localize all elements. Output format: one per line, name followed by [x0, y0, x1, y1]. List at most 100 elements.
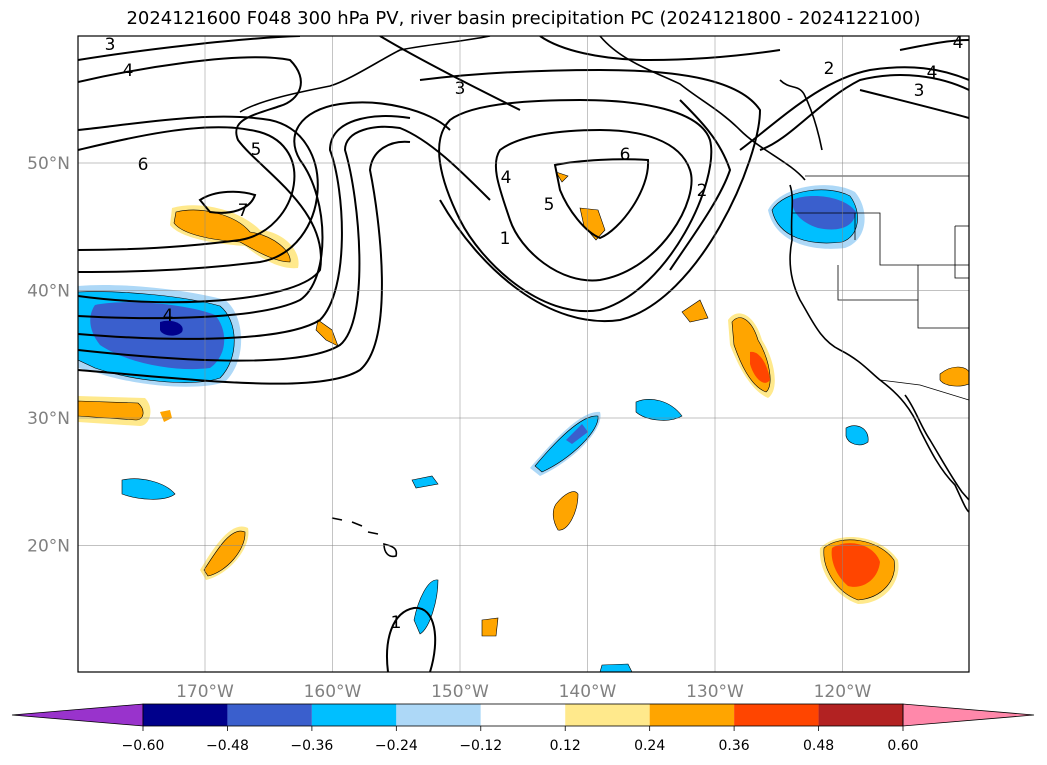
contour-label: 4 — [501, 168, 512, 188]
colorbar-segment — [734, 704, 819, 726]
alaska-coastline — [239, 36, 806, 181]
pv-contour — [78, 56, 322, 304]
colorbar-segment — [480, 704, 566, 726]
pv-contour — [759, 74, 969, 151]
latitude-label: 20°N — [27, 537, 70, 557]
pv-contour — [78, 115, 319, 273]
negative-anomaly-region — [411, 475, 439, 489]
colorbar-segment — [227, 704, 312, 726]
pv-contour — [386, 606, 437, 672]
pv-contour — [78, 125, 491, 362]
latitude-label: 40°N — [27, 282, 70, 302]
negative-anomaly-region — [845, 425, 869, 446]
contour-label: 4 — [953, 33, 964, 53]
colorbar-segment — [649, 704, 735, 726]
contour-label: 2 — [824, 59, 835, 79]
contour-label: 2 — [697, 181, 708, 201]
colorbar-tick-label: 0.60 — [887, 738, 918, 754]
pv-contour — [494, 128, 693, 282]
baja-coastline — [904, 394, 969, 501]
latitude-labels: 50°N 40°N 30°N 20°N — [27, 154, 70, 557]
colorbar-frame — [142, 703, 904, 727]
colorbar-segment — [818, 704, 903, 726]
positive-anomaly-region — [681, 299, 709, 323]
negative-anomaly-region — [599, 663, 633, 672]
canada-coastline — [779, 79, 823, 151]
pv-contour — [78, 101, 451, 320]
contour-label: 4 — [123, 61, 134, 81]
pv-contour — [78, 140, 411, 385]
pv-contour — [78, 115, 411, 340]
longitude-label: 140°W — [559, 682, 617, 702]
pv-contours — [78, 36, 969, 672]
hawaii-islands — [331, 517, 398, 558]
pv-contour — [899, 39, 969, 51]
coastlines — [239, 36, 969, 558]
positive-anomaly-region — [552, 491, 579, 531]
positive-anomaly-region — [579, 207, 606, 241]
positive-anomaly-region — [481, 617, 499, 637]
plot-area: 3 4 6 5 7 4 3 6 4 5 1 2 2 4 3 4 1 — [77, 33, 970, 673]
precip-anomaly-shading — [78, 171, 969, 672]
negative-anomaly-region — [413, 579, 439, 635]
negative-anomaly-region — [160, 320, 183, 336]
positive-anomaly-region — [160, 410, 172, 422]
longitude-label: 150°W — [431, 682, 489, 702]
positive-anomaly-region — [939, 366, 969, 387]
contour-label: 4 — [163, 306, 174, 326]
plot-frame — [77, 35, 970, 673]
colorbar-tick-label: −0.24 — [375, 738, 418, 754]
colorbar-tick-label: −0.60 — [122, 738, 165, 754]
colorbar-tick-label: −0.36 — [290, 738, 333, 754]
negative-anomaly-region — [121, 478, 176, 500]
positive-anomaly-region — [831, 543, 880, 587]
colorbar-extend-high — [902, 703, 1035, 727]
gridlines — [78, 36, 969, 672]
colorbar-segment — [143, 704, 228, 726]
negative-anomaly-region — [635, 399, 683, 421]
longitude-label: 130°W — [686, 682, 744, 702]
pv-contour — [198, 190, 257, 214]
positive-anomaly-region — [555, 171, 569, 183]
contour-label: 6 — [620, 145, 631, 165]
latitude-label: 30°N — [27, 409, 70, 429]
colorbar-extend-low — [11, 703, 144, 727]
colorbar-tick-label: 0.24 — [634, 738, 665, 754]
negative-anomaly-region — [566, 424, 588, 444]
colorbar-segment — [311, 704, 397, 726]
positive-anomaly-region — [203, 530, 246, 577]
colorbar-tick-label: −0.12 — [459, 738, 502, 754]
latitude-label: 50°N — [27, 154, 70, 174]
contour-label: 3 — [105, 35, 116, 55]
colorbar-tick-label: 0.36 — [719, 738, 750, 754]
contour-label: 7 — [238, 201, 249, 221]
pv-contour — [669, 99, 732, 271]
colorbar-tick-label: 0.48 — [803, 738, 834, 754]
negative-anomaly-region — [90, 302, 225, 370]
colorbar: −0.60 −0.48 −0.36 −0.24 −0.12 0.12 0.24 0.36 0.4… — [11, 703, 1035, 754]
us-mexico-border — [879, 379, 969, 401]
positive-anomaly-region — [750, 351, 770, 383]
pv-contour — [78, 36, 301, 61]
contour-label: 3 — [914, 81, 925, 101]
pv-contour — [78, 126, 296, 251]
longitude-label: 120°W — [814, 682, 872, 702]
us-state-borders — [792, 175, 969, 401]
pv-contour — [379, 36, 781, 111]
contour-label: 5 — [544, 195, 555, 215]
pv-contour — [739, 66, 969, 151]
colorbar-segment — [396, 704, 481, 726]
colorbar-tick-label: 0.12 — [550, 738, 581, 754]
positive-anomaly-region — [173, 209, 291, 263]
state-border — [792, 212, 969, 266]
longitude-label: 160°W — [304, 682, 362, 702]
contour-label: 4 — [927, 63, 938, 83]
north-america-coastline — [789, 184, 969, 513]
contour-label: 1 — [391, 613, 402, 633]
longitude-label: 170°W — [176, 682, 234, 702]
pv-contour — [553, 158, 650, 240]
map-title: 2024121600 F048 300 hPa PV, river basin … — [126, 8, 921, 29]
pv-contour — [419, 68, 762, 323]
contour-label: 1 — [500, 229, 511, 249]
